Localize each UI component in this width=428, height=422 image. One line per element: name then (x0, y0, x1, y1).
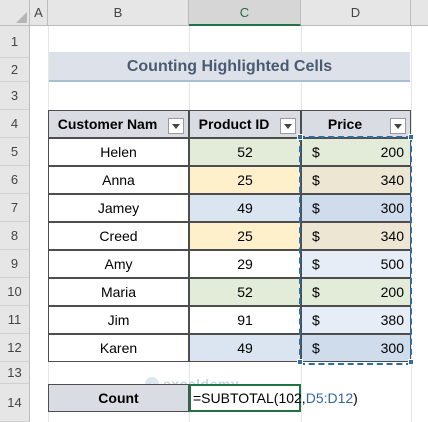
row-header-11[interactable]: 11 (0, 306, 30, 334)
cell-price[interactable]: $380 (301, 306, 411, 334)
row-header-3[interactable]: 3 (0, 82, 30, 110)
selection-handle[interactable] (297, 359, 303, 365)
currency-symbol: $ (312, 172, 320, 188)
currency-symbol: $ (312, 144, 320, 160)
cell-customer[interactable]: Karen (48, 334, 189, 362)
header-price[interactable]: Price (301, 110, 411, 138)
row-header-2[interactable]: 2 (0, 58, 30, 82)
selection-handle[interactable] (408, 359, 414, 365)
formula-suffix: ) (353, 390, 358, 406)
header-product-id[interactable]: Product ID (189, 110, 301, 138)
header-product-label: Product ID (198, 116, 270, 132)
price-value: 200 (380, 144, 404, 160)
price-value: 500 (380, 256, 404, 272)
cell-product-id[interactable]: 52 (189, 138, 301, 166)
header-customer-name[interactable]: Customer Nam (48, 110, 189, 138)
cell-product-id[interactable]: 25 (189, 222, 301, 250)
currency-symbol: $ (312, 340, 320, 356)
column-header-d[interactable]: D (301, 0, 411, 26)
row-header-9[interactable]: 9 (0, 250, 30, 278)
row-header-4[interactable]: 4 (0, 110, 30, 138)
column-header-e[interactable] (411, 0, 428, 26)
row-header-12[interactable]: 12 (0, 334, 30, 362)
cell-product-id[interactable]: 29 (189, 250, 301, 278)
cell-product-id[interactable]: 49 (189, 194, 301, 222)
column-header-b[interactable]: B (48, 0, 189, 26)
selection-handle[interactable] (408, 134, 414, 140)
filter-dropdown-icon[interactable] (390, 118, 406, 134)
price-value: 300 (380, 340, 404, 356)
row-header-1[interactable]: 1 (0, 26, 30, 58)
row-header-14[interactable]: 14 (0, 384, 30, 422)
select-all-corner[interactable] (0, 0, 30, 26)
cell-price[interactable]: $200 (301, 278, 411, 306)
header-customer-label: Customer Nam (57, 116, 158, 132)
price-value: 200 (380, 284, 404, 300)
cell-customer[interactable]: Helen (48, 138, 189, 166)
count-formula-cell[interactable]: =SUBTOTAL(102, D5:D12) (189, 384, 358, 412)
row-header-10[interactable]: 10 (0, 278, 30, 306)
column-header-a[interactable]: A (30, 0, 48, 26)
cell-price[interactable]: $500 (301, 250, 411, 278)
filter-dropdown-icon[interactable] (280, 118, 296, 134)
currency-symbol: $ (312, 228, 320, 244)
cell-customer[interactable]: Anna (48, 166, 189, 194)
row-header-8[interactable]: 8 (0, 222, 30, 250)
row-header-5[interactable]: 5 (0, 138, 30, 166)
cell-customer[interactable]: Creed (48, 222, 189, 250)
cell-price[interactable]: $340 (301, 222, 411, 250)
formula-range-ref: D5:D12 (305, 390, 354, 406)
row-header-13[interactable]: 13 (0, 362, 30, 384)
price-value: 300 (380, 200, 404, 216)
cell-product-id[interactable]: 49 (189, 334, 301, 362)
row-header-7[interactable]: 7 (0, 194, 30, 222)
price-value: 340 (380, 228, 404, 244)
filter-dropdown-icon[interactable] (168, 118, 184, 134)
column-header-c[interactable]: C (189, 0, 301, 26)
selection-handle[interactable] (297, 134, 303, 140)
formula-prefix: =SUBTOTAL(102, (193, 390, 306, 406)
corner-triangle-icon (16, 12, 27, 23)
cell-product-id[interactable]: 25 (189, 166, 301, 194)
count-label[interactable]: Count (48, 384, 189, 412)
cell-customer[interactable]: Jim (48, 306, 189, 334)
cell-price[interactable]: $300 (301, 334, 411, 362)
cell-customer[interactable]: Maria (48, 278, 189, 306)
currency-symbol: $ (312, 284, 320, 300)
cell-customer[interactable]: Jamey (48, 194, 189, 222)
price-value: 380 (380, 312, 404, 328)
price-value: 340 (380, 172, 404, 188)
cell-product-id[interactable]: 52 (189, 278, 301, 306)
currency-symbol: $ (312, 312, 320, 328)
page-title[interactable]: Counting Highlighted Cells (49, 52, 410, 82)
header-price-label: Price (327, 116, 363, 132)
cell-customer[interactable]: Amy (48, 250, 189, 278)
cell-price[interactable]: $340 (301, 166, 411, 194)
cell-product-id[interactable]: 91 (189, 306, 301, 334)
row-header-6[interactable]: 6 (0, 166, 30, 194)
currency-symbol: $ (312, 200, 320, 216)
cell-price[interactable]: $300 (301, 194, 411, 222)
currency-symbol: $ (312, 256, 320, 272)
cell-price[interactable]: $200 (301, 138, 411, 166)
